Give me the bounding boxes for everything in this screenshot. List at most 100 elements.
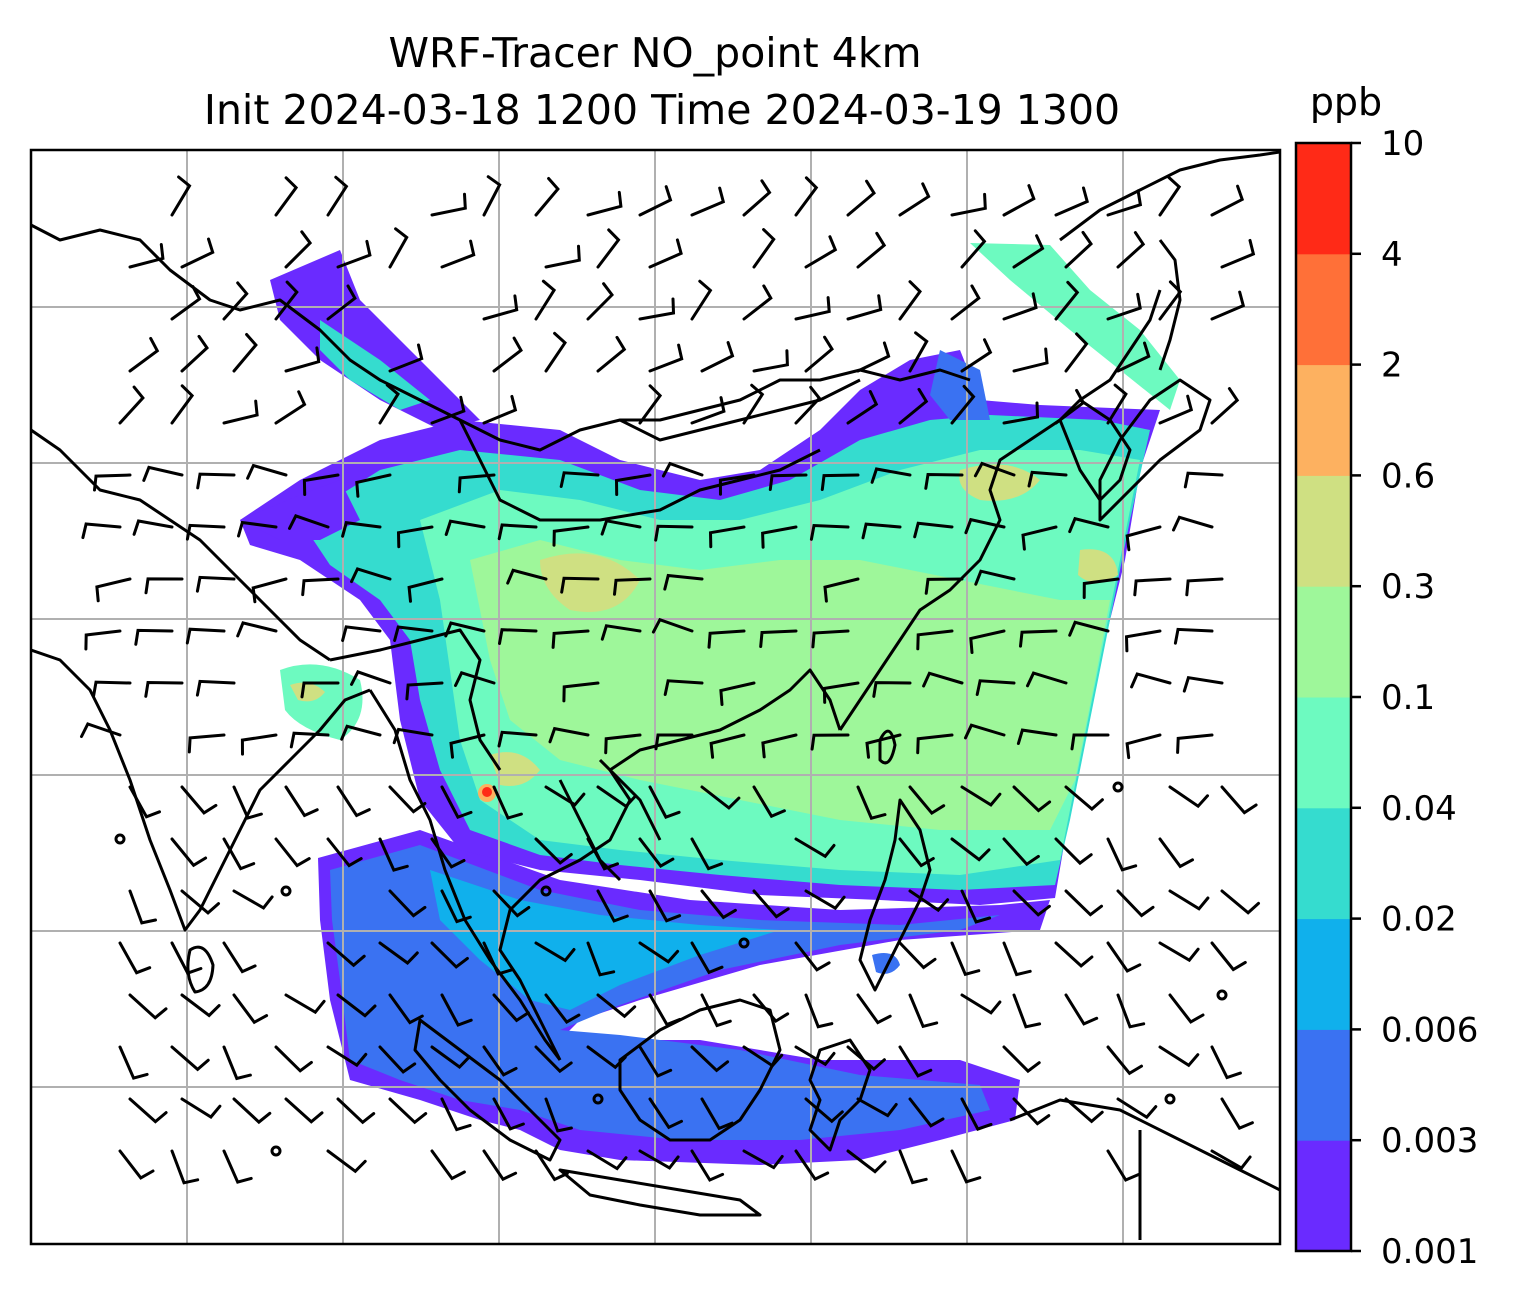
wind-barb bbox=[1168, 785, 1209, 809]
wind-barb bbox=[794, 1045, 836, 1067]
map-title-line2: Init 2024-03-18 1200 Time 2024-03-19 130… bbox=[204, 86, 1120, 134]
wind-barb bbox=[1012, 1097, 1051, 1126]
wind-barb bbox=[284, 1097, 324, 1124]
wind-barb bbox=[128, 993, 168, 1020]
wind-barb bbox=[898, 1149, 928, 1185]
wind-barb bbox=[1158, 394, 1194, 425]
wind-barb bbox=[430, 1149, 466, 1181]
colorbar-tick-label: 4 bbox=[1381, 235, 1403, 275]
wind-barb bbox=[1168, 993, 1205, 1024]
wind-barb bbox=[274, 1045, 313, 1073]
wind-barb bbox=[960, 993, 1002, 1015]
concentration-field-north-streak-a bbox=[270, 250, 480, 430]
wind-barb bbox=[809, 523, 850, 541]
coastline-china-east bbox=[838, 289, 1162, 731]
wind-barb bbox=[794, 837, 836, 859]
wind-barb bbox=[440, 889, 472, 924]
concentration-field-island-blob bbox=[872, 952, 900, 974]
wind-barb bbox=[964, 517, 1006, 535]
map-title-line1: WRF-Tracer NO_point 4km bbox=[388, 29, 921, 77]
wind-barb bbox=[440, 785, 473, 819]
wind-barb bbox=[392, 727, 434, 745]
wind-barbs bbox=[80, 175, 1260, 1185]
wind-barb bbox=[648, 785, 681, 819]
wind-barb bbox=[274, 837, 311, 868]
wind-barb bbox=[804, 993, 834, 1029]
wind-barb bbox=[128, 336, 160, 373]
wind-barb bbox=[388, 889, 427, 918]
coastlines bbox=[31, 150, 1280, 1240]
wind-barb bbox=[846, 179, 876, 217]
wind-barb bbox=[1064, 785, 1104, 811]
wind-barb bbox=[950, 192, 987, 217]
concentration-field-west-source bbox=[290, 682, 325, 702]
wind-barb bbox=[544, 1097, 573, 1133]
wind-barb bbox=[336, 785, 371, 818]
colorbar-tick-label: 0.6 bbox=[1381, 456, 1435, 496]
wind-barb bbox=[916, 733, 954, 755]
colorbar-ticks: 0.001 0.003 0.006 0.02 0.04 0.1 0.3 0.6 2 4 10 bbox=[1351, 124, 1478, 1272]
wind-barb bbox=[586, 1045, 627, 1070]
wind-barb bbox=[1220, 889, 1260, 915]
wind-barb bbox=[761, 733, 798, 759]
colorbar-tick-label: 0.04 bbox=[1381, 789, 1457, 829]
coastline-bay-of-bengal-east bbox=[368, 689, 562, 1061]
wind-barb bbox=[709, 733, 746, 759]
wind-barb bbox=[232, 993, 269, 1025]
wind-barb bbox=[288, 514, 330, 530]
wind-barb bbox=[1012, 234, 1045, 269]
wind-barb bbox=[974, 569, 1016, 586]
wind-barb bbox=[1106, 1045, 1143, 1076]
wind-barb bbox=[1002, 184, 1036, 217]
wind-barb bbox=[302, 473, 340, 496]
wind-barb bbox=[638, 297, 676, 321]
wind-barb bbox=[355, 473, 392, 498]
wind-barb bbox=[1116, 889, 1155, 918]
wind-barb bbox=[973, 461, 1016, 478]
wind-barb bbox=[482, 941, 514, 976]
wind-barb bbox=[1125, 733, 1162, 760]
wind-barb bbox=[430, 941, 469, 969]
colorbar-bin bbox=[1296, 143, 1351, 255]
wind-barb bbox=[638, 837, 675, 868]
wind-barb bbox=[708, 525, 746, 549]
wind-barb bbox=[1158, 176, 1182, 217]
wind-barb bbox=[1106, 383, 1128, 425]
wind-barb bbox=[638, 185, 673, 217]
wind-barb bbox=[804, 235, 838, 269]
wind-barb bbox=[492, 889, 531, 918]
wind-barb bbox=[284, 993, 326, 1015]
wind-barb bbox=[170, 1045, 210, 1072]
wind-barb bbox=[551, 629, 590, 649]
wind-barb bbox=[752, 993, 790, 1024]
wind-barb bbox=[600, 624, 642, 641]
wind-barb bbox=[393, 625, 434, 642]
wind-barb bbox=[922, 671, 964, 688]
wind-barb bbox=[1068, 516, 1110, 534]
colorbar-unit: ppb bbox=[1310, 80, 1382, 124]
wind-barb bbox=[1054, 280, 1080, 321]
wind-barb bbox=[742, 284, 773, 321]
wind-barb bbox=[1106, 837, 1138, 872]
colorbar-tick-label: 0.02 bbox=[1381, 900, 1457, 940]
wind-barb bbox=[326, 1045, 368, 1068]
colorbar: ppb 0.001 0.003 0.006 0.02 0.04 0.1 0.3 0.6 2 4 10 bbox=[1294, 80, 1478, 1272]
wind-barb bbox=[84, 629, 122, 651]
wind-barb bbox=[454, 670, 496, 687]
wind-barb bbox=[1116, 993, 1146, 1029]
wind-barb bbox=[180, 334, 209, 373]
wind-barb bbox=[482, 175, 502, 217]
colorbar-tick-label: 10 bbox=[1381, 124, 1424, 164]
wind-barb bbox=[1002, 1045, 1041, 1074]
wind-barb bbox=[804, 335, 834, 373]
wind-barb bbox=[350, 670, 392, 686]
wind-barb bbox=[924, 472, 964, 490]
wind-barb bbox=[1124, 629, 1162, 653]
wind-barb bbox=[700, 889, 737, 920]
wind-barb bbox=[1064, 1097, 1104, 1124]
wind-barb bbox=[482, 394, 518, 425]
wind-barb bbox=[964, 723, 1006, 740]
colorbar-tick-label: 2 bbox=[1381, 346, 1403, 386]
coastline-new-guinea bbox=[1009, 1098, 1280, 1192]
